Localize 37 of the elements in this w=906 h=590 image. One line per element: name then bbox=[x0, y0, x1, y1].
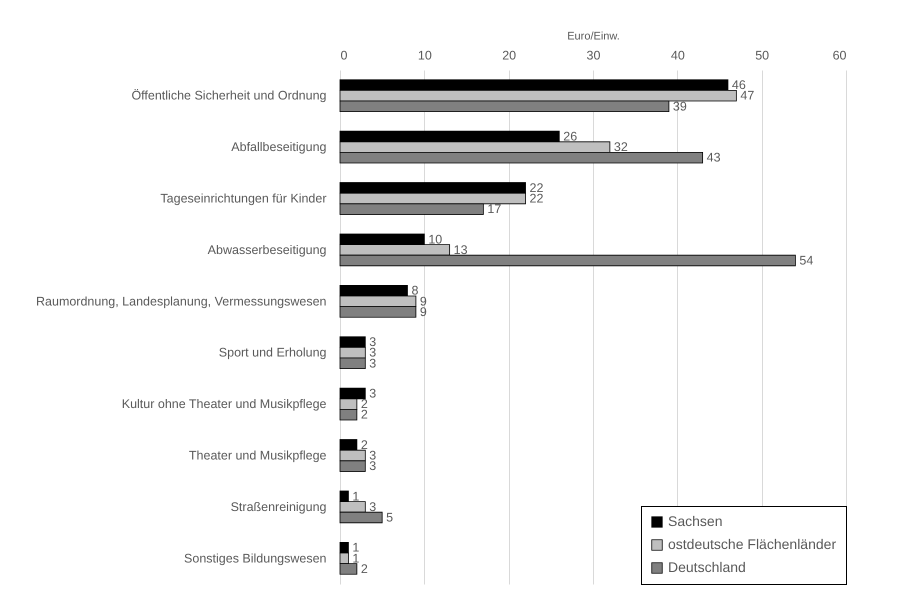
data-label: 32 bbox=[614, 140, 628, 154]
data-label: 10 bbox=[428, 232, 442, 246]
y-tick-label: Theater und Musikpflege bbox=[188, 448, 327, 462]
x-tick-label: 10 bbox=[418, 48, 432, 62]
data-label: 2 bbox=[360, 408, 368, 422]
legend-label: Sachsen bbox=[668, 513, 722, 529]
y-tick-label: Kultur ohne Theater und Musikpflege bbox=[122, 397, 327, 412]
data-label: 2 bbox=[360, 562, 368, 576]
data-label: 5 bbox=[386, 510, 394, 525]
y-tick-label: Sonstiges Bildungswesen bbox=[184, 551, 327, 566]
data-label: 54 bbox=[799, 254, 814, 268]
data-label: 43 bbox=[706, 150, 721, 165]
y-tick-label: Sport und Erholung bbox=[218, 346, 327, 360]
x-tick-label: 20 bbox=[502, 48, 516, 62]
x-tick-label: 50 bbox=[755, 48, 770, 62]
data-label: 13 bbox=[454, 242, 468, 257]
data-label: 3 bbox=[369, 386, 376, 400]
y-tick-label: Straßenreinigung bbox=[230, 500, 327, 514]
data-label: 39 bbox=[672, 99, 687, 114]
y-tick-label: Tageseinrichtungen für Kinder bbox=[160, 192, 326, 206]
data-label: 26 bbox=[563, 129, 578, 144]
x-tick-label: 60 bbox=[832, 48, 847, 62]
y-tick-label: Raumordnung, Landesplanung, Vermessungswesen bbox=[36, 294, 327, 308]
legend-label: ostdeutsche Flächenländer bbox=[668, 536, 836, 552]
x-tick-label: 30 bbox=[586, 48, 600, 62]
data-label: 17 bbox=[487, 202, 502, 216]
x-tick-label: 0 bbox=[340, 48, 348, 62]
data-label: 2 bbox=[360, 438, 368, 452]
data-label: 3 bbox=[369, 500, 376, 514]
y-tick-label: Abfallbeseitigung bbox=[231, 140, 327, 154]
y-tick-label: Abwasserbeseitigung bbox=[208, 242, 327, 257]
x-tick-label: 40 bbox=[670, 48, 685, 62]
legend-label: Deutschland bbox=[668, 559, 746, 575]
x-axis-title: Euro/Einw. bbox=[567, 30, 620, 42]
data-label: 8 bbox=[411, 284, 418, 298]
y-tick-label: Öffentliche Sicherheit und Ordnung bbox=[131, 88, 327, 103]
data-label: 1 bbox=[352, 489, 360, 504]
